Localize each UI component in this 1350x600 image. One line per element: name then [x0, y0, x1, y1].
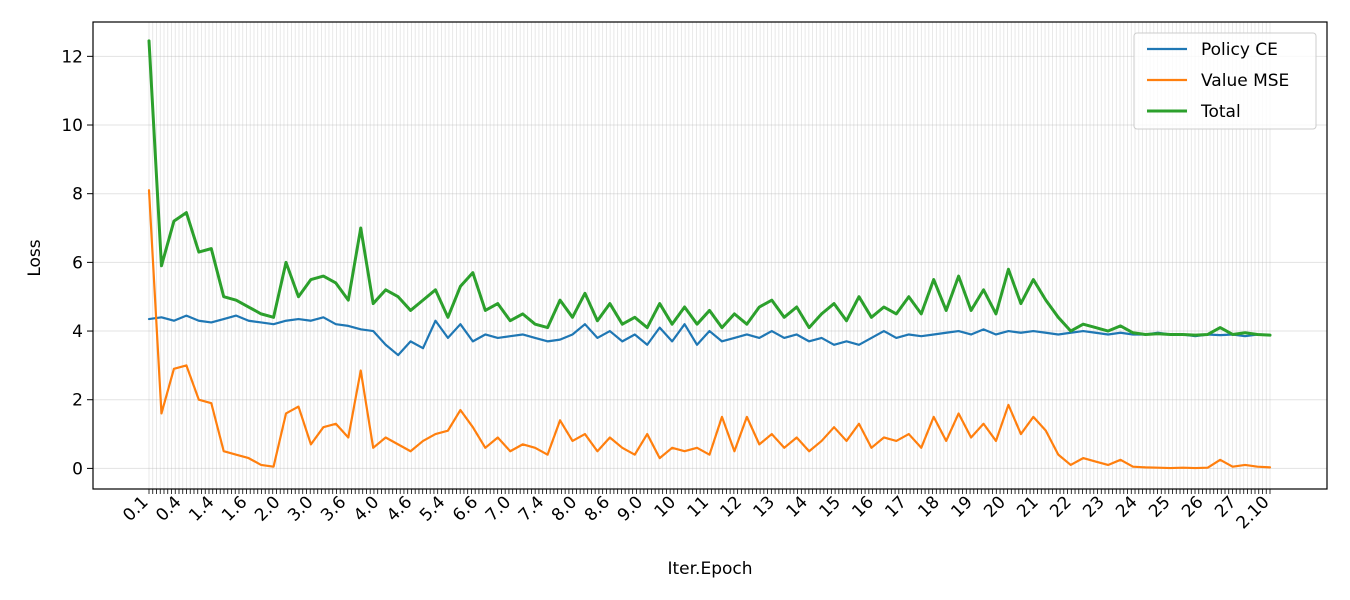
series-layer	[147, 39, 1272, 470]
y-tick-label: 10	[61, 116, 83, 136]
legend: Policy CE Value MSE Total	[1133, 32, 1317, 130]
y-axis: 0 2 4 6 8 10 12	[61, 47, 93, 479]
y-tick-label: 8	[72, 185, 83, 205]
x-axis-title: Iter.Epoch	[667, 559, 752, 579]
legend-label: Value MSE	[1201, 71, 1289, 91]
y-tick-label: 6	[72, 253, 83, 273]
y-tick-label: 12	[61, 47, 83, 67]
y-tick-label: 0	[72, 459, 83, 479]
legend-box	[1133, 32, 1317, 130]
series-line-total	[147, 39, 1272, 337]
legend-label: Total	[1200, 102, 1241, 122]
series-line-policy-ce	[147, 314, 1272, 357]
y-axis-title: Loss	[25, 239, 45, 276]
series-line-value-mse	[147, 189, 1272, 470]
y-tick-label: 2	[72, 391, 83, 411]
plot-frame	[92, 21, 1328, 490]
y-tick-label: 4	[72, 322, 83, 342]
x-gridlines	[148, 22, 1271, 489]
legend-label: Policy CE	[1201, 40, 1278, 60]
